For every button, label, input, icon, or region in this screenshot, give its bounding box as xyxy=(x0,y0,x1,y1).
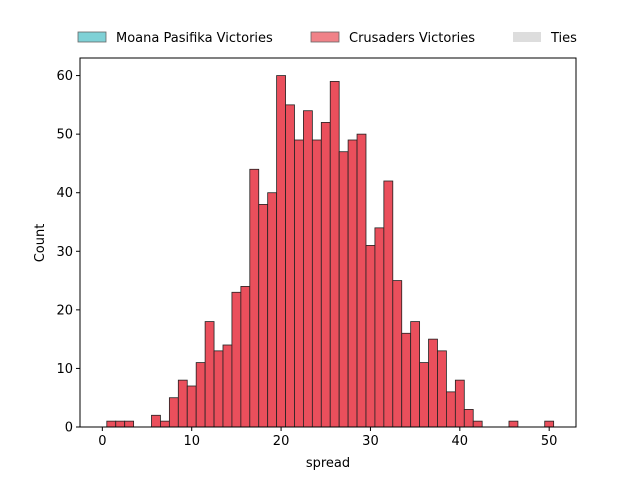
histogram-bar xyxy=(213,350,224,428)
histogram-bar xyxy=(177,379,188,428)
legend-label: Moana Pasifika Victories xyxy=(116,31,273,46)
histogram-bar xyxy=(204,321,215,428)
histogram-bar xyxy=(454,379,465,428)
histogram-bar xyxy=(410,321,421,428)
histogram-bar xyxy=(347,139,358,428)
histogram-bar xyxy=(320,122,331,428)
histogram-bar xyxy=(160,420,170,428)
histogram-bar xyxy=(365,245,376,428)
histogram-bar xyxy=(383,180,394,428)
histogram-bar xyxy=(329,81,340,428)
histogram-bar xyxy=(463,409,474,428)
y-tick-label: 60 xyxy=(56,69,73,84)
histogram-bar xyxy=(285,104,295,428)
histogram-bar xyxy=(240,286,251,428)
histogram-bar xyxy=(231,291,242,428)
plot-frame xyxy=(79,57,577,428)
x-tick-label: 40 xyxy=(452,434,469,449)
y-tick-label: 30 xyxy=(56,245,73,260)
legend-swatch xyxy=(513,32,541,42)
legend-label: Crusaders Victories xyxy=(349,31,475,46)
legend-swatch xyxy=(310,31,340,43)
legend: Moana Pasifika Victories Crusaders Victor… xyxy=(77,31,577,46)
histogram-bar xyxy=(186,385,197,428)
histogram-bar xyxy=(338,151,349,428)
x-tick-label: 50 xyxy=(541,434,558,449)
legend-swatch xyxy=(77,31,107,43)
histogram-bar xyxy=(472,420,483,428)
histogram-bar xyxy=(401,332,412,428)
histogram-bar xyxy=(356,133,367,428)
y-tick-label: 10 xyxy=(56,362,73,377)
histogram-bar xyxy=(124,420,135,428)
y-tick-label: 50 xyxy=(56,128,73,143)
histogram-bar xyxy=(276,75,286,428)
x-tick-label: 20 xyxy=(273,434,290,449)
y-tick-label: 0 xyxy=(65,421,73,436)
histogram-bar xyxy=(428,338,438,428)
legend-label: Ties xyxy=(550,31,577,46)
y-axis-label: Count xyxy=(33,224,48,263)
x-axis-label: spread xyxy=(306,456,350,471)
histogram-bar xyxy=(106,420,117,428)
x-tick-label: 0 xyxy=(98,434,106,449)
x-tick-label: 30 xyxy=(362,434,379,449)
histogram-bar xyxy=(115,420,126,428)
histogram-bar xyxy=(151,414,161,428)
histogram-bar xyxy=(419,362,429,428)
histogram-bar xyxy=(437,350,447,428)
histogram-bar xyxy=(508,420,519,428)
histogram-bar xyxy=(168,397,179,428)
histogram-bar xyxy=(258,204,269,428)
y-axis: 0 10 20 30 40 50 60 xyxy=(56,69,80,436)
histogram-bar xyxy=(392,280,403,428)
histogram-bar xyxy=(249,168,260,428)
histogram-bar xyxy=(267,192,278,428)
histogram-bar xyxy=(195,362,206,428)
y-tick-label: 20 xyxy=(56,303,73,318)
x-axis: 0 10 20 30 40 50 xyxy=(98,427,557,449)
histogram-bar xyxy=(374,227,385,428)
histogram-bar xyxy=(294,139,304,428)
histogram-bar xyxy=(544,420,555,428)
histogram-bar xyxy=(446,391,456,428)
y-tick-label: 40 xyxy=(56,186,73,201)
histogram-bars xyxy=(106,75,555,428)
histogram-bar xyxy=(222,344,233,428)
histogram-bar xyxy=(311,139,322,428)
histogram-bar xyxy=(303,110,313,428)
x-tick-label: 10 xyxy=(183,434,200,449)
